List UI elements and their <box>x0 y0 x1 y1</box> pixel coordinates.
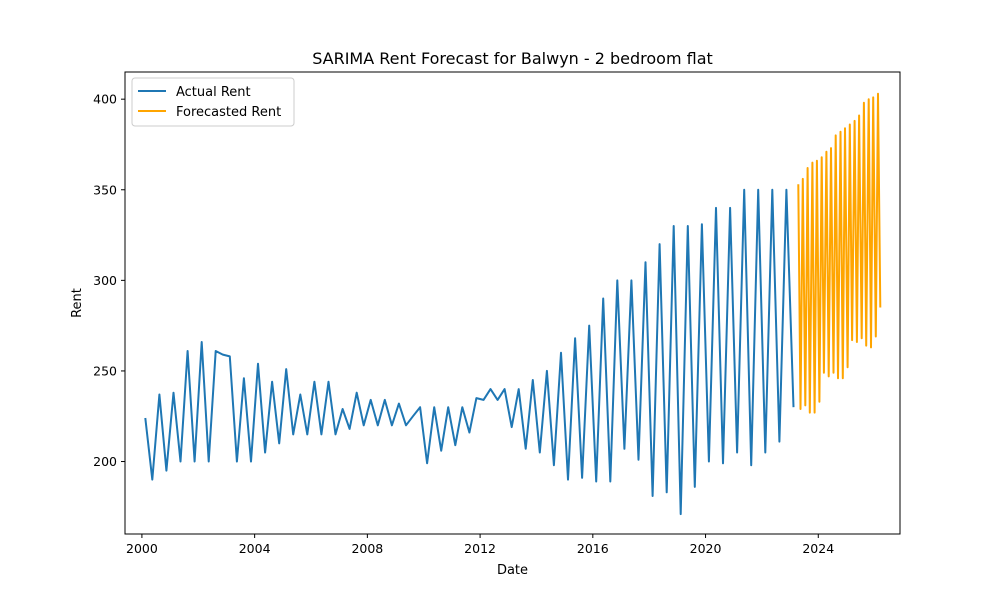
y-tick-label-300: 300 <box>93 273 117 288</box>
x-tick-label-2020: 2020 <box>690 541 722 556</box>
y-tick-label-400: 400 <box>93 92 117 107</box>
x-tick-label-2004: 2004 <box>239 541 271 556</box>
actual-rent-line <box>144 188 795 516</box>
x-tick-label-2000: 2000 <box>126 541 158 556</box>
legend-box <box>131 77 295 127</box>
y-tick-label-350: 350 <box>93 182 117 197</box>
x-tick-label-2008: 2008 <box>351 541 383 556</box>
legend-label-forecast: Forecasted Rent <box>176 105 281 120</box>
x-tick-label-2016: 2016 <box>577 541 609 556</box>
chart-title: SARIMA Rent Forecast for Balwyn - 2 bedr… <box>312 49 713 68</box>
x-tick-label-2024: 2024 <box>802 541 834 556</box>
x-axis-label: Date <box>497 563 528 578</box>
y-axis: 200 250 300 350 400 <box>93 92 125 469</box>
plot-area <box>144 92 882 516</box>
y-tick-label-250: 250 <box>93 363 117 378</box>
x-tick-label-2012: 2012 <box>464 541 496 556</box>
legend-label-actual: Actual Rent <box>176 85 251 100</box>
y-tick-label-200: 200 <box>93 454 117 469</box>
y-axis-label: Rent <box>70 288 85 318</box>
forecasted-rent-line <box>797 92 882 414</box>
plot-frame <box>124 71 901 535</box>
legend: Actual Rent Forecasted Rent <box>131 77 295 127</box>
x-axis: 2000 2004 2008 2012 2016 2020 2024 <box>126 534 834 556</box>
